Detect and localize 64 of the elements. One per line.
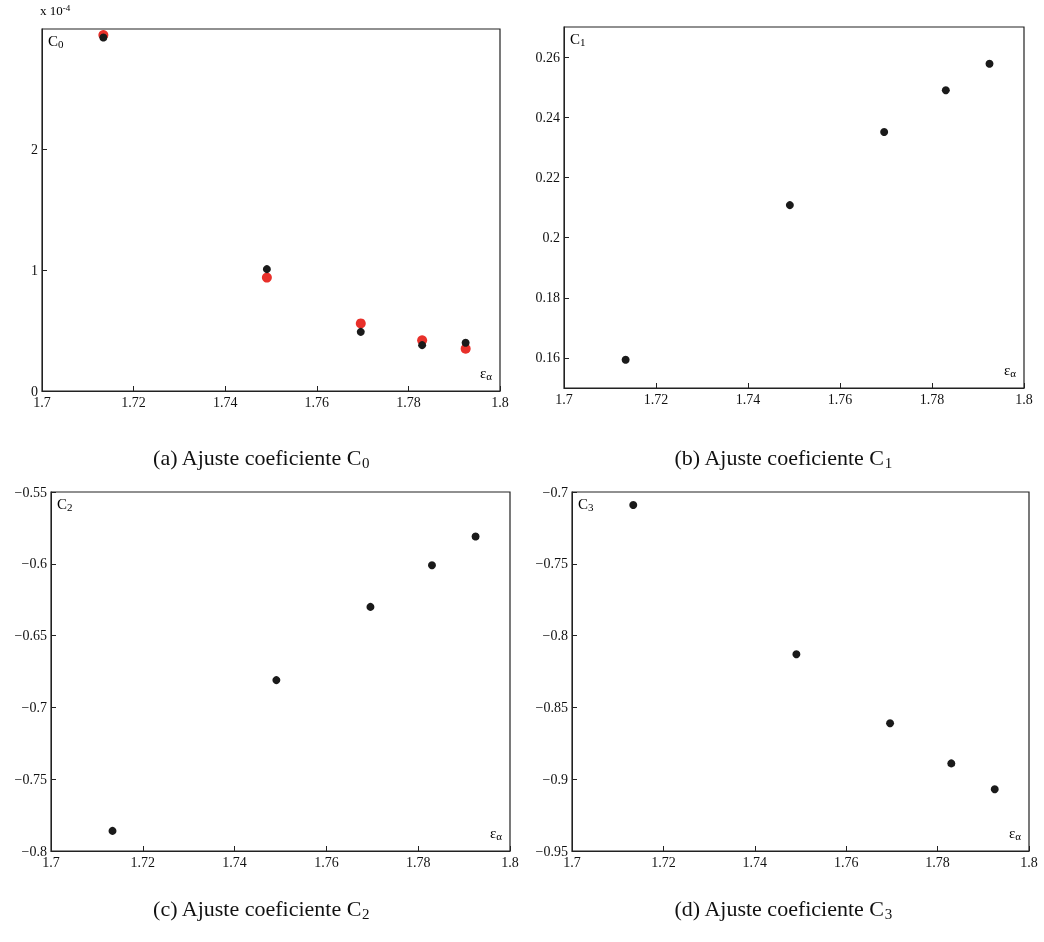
point <box>272 676 281 685</box>
y-tick-label: 0.22 <box>535 169 560 185</box>
x-tick-label: 1.78 <box>405 854 431 870</box>
point <box>880 127 889 136</box>
x-tick-label: 1.72 <box>643 391 669 407</box>
point <box>262 265 271 274</box>
x-tick-label: 1.78 <box>396 394 421 410</box>
x-tick-label: 1.76 <box>833 854 859 870</box>
x-tick-label: 1.72 <box>121 394 146 410</box>
x-tick-label: 1.78 <box>925 854 950 870</box>
point <box>427 561 436 570</box>
point <box>471 532 480 541</box>
point <box>461 338 470 347</box>
point <box>941 86 950 95</box>
point <box>261 272 272 283</box>
y-tick-label: −0.75 <box>535 556 568 572</box>
point <box>792 650 801 659</box>
x-tick-label: 1.74 <box>742 854 768 870</box>
y-tick-label: 2 <box>31 142 38 158</box>
x-tick-label: 1.74 <box>222 854 247 870</box>
x-tick-label: 1.8 <box>1015 391 1033 407</box>
point <box>990 785 999 794</box>
point <box>366 602 375 611</box>
y-tick-label: −0.8 <box>542 628 568 644</box>
x-tick-label: 1.8 <box>491 394 509 410</box>
point <box>629 500 638 509</box>
y-tick-label: −0.7 <box>542 484 568 500</box>
y-tick-label: −0.55 <box>14 484 47 500</box>
point <box>947 759 956 768</box>
point <box>355 318 366 329</box>
point <box>108 826 117 835</box>
y-tick-label: −0.75 <box>14 771 47 787</box>
text: (c) Ajuste coeficiente C2 <box>153 896 370 922</box>
y-tick-label: 0.24 <box>535 109 560 125</box>
x-tick-label: 1.76 <box>304 394 330 410</box>
x-tick-label: 1.76 <box>314 854 339 870</box>
y-tick-label: 1 <box>31 262 38 278</box>
text: (d) Ajuste coeficiente C3 <box>674 896 893 922</box>
point <box>418 341 427 350</box>
y-tick-label: 0.26 <box>535 49 560 65</box>
point <box>886 719 895 728</box>
text: (a) Ajuste coeficiente C0 <box>153 445 370 471</box>
point <box>985 59 994 68</box>
x-tick-label: 1.7 <box>555 391 573 407</box>
point <box>785 201 794 210</box>
point <box>356 327 365 336</box>
x-tick-label: 1.8 <box>1020 854 1038 870</box>
point <box>621 355 630 364</box>
y-tick-label: −0.6 <box>21 556 47 572</box>
text: (b) Ajuste coeficiente C1 <box>674 445 893 471</box>
x-tick-label: 1.8 <box>501 854 519 870</box>
x-tick-label: 1.74 <box>212 394 238 410</box>
y-tick-label: 0.16 <box>535 350 560 366</box>
x-tick-label: 1.72 <box>130 854 156 870</box>
y-tick-label: −0.7 <box>21 699 47 715</box>
y-tick-label: 0.2 <box>542 230 560 246</box>
y-tick-label: −0.85 <box>535 699 568 715</box>
y-tick-label: −0.9 <box>542 771 568 787</box>
x-tick-label: 1.72 <box>651 854 676 870</box>
y-tick-label: 0.18 <box>535 290 560 306</box>
x-tick-label: 1.76 <box>827 391 853 407</box>
y-tick-label: −0.65 <box>14 628 47 644</box>
x-tick-label: 1.74 <box>735 391 761 407</box>
x-tick-label: 1.78 <box>919 391 945 407</box>
